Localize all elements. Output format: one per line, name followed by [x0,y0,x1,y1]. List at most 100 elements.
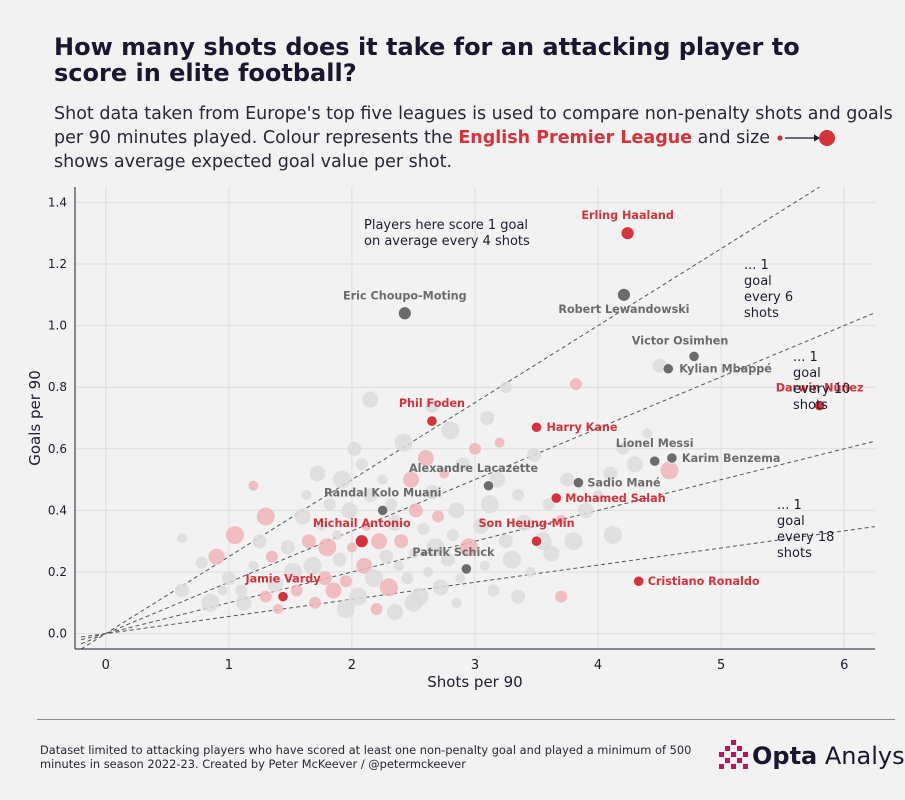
player-point [550,492,562,504]
background-point [439,468,450,479]
background-point [235,584,248,597]
background-point [248,480,259,491]
background-point [451,597,462,608]
reference-line [80,186,820,650]
background-point [201,593,220,612]
background-point [175,583,190,598]
background-point [432,579,449,596]
reference-line [81,526,876,638]
background-point [347,441,362,456]
background-point [362,391,379,408]
background-point [441,421,460,440]
annotation-every-4-shots: Players here score 1 goal on average ever… [364,218,530,249]
y-tick-label: 1.4 [48,195,67,209]
player-label: Sadio Mané [587,477,661,490]
background-point [394,433,413,452]
background-point [511,589,526,604]
logo-bold: Opta [752,742,818,770]
x-tick-label: 3 [471,658,479,673]
player-label: Harry Kane [547,421,618,434]
brand-logo-text: Opta Analyst [752,742,905,770]
player-label: Randal Kolo Muani [324,486,441,499]
background-point [401,572,414,585]
background-point [543,545,560,562]
background-point [301,534,316,549]
background-point [333,470,352,489]
background-point [512,489,525,501]
background-point [494,437,505,448]
background-point [424,398,439,413]
player-label: Darwin Núñez [776,382,864,395]
x-tick-label: 6 [840,658,848,673]
background-point [177,533,188,544]
player-point [460,563,472,575]
background-point [317,571,332,586]
y-tick-label: 0.6 [48,442,67,456]
player-point [814,400,826,412]
background-point [479,560,490,571]
player-point [649,455,661,467]
background-point [356,557,373,574]
background-point [355,458,368,471]
player-label: Karim Benzema [682,452,781,465]
background-point [385,498,398,511]
player-label: Phil Foden [399,397,465,410]
subtitle-text-2: and size [692,128,776,148]
player-point [277,591,289,603]
background-point [221,571,236,586]
reference-line [80,312,876,645]
background-point [473,517,490,534]
background-point [259,590,272,603]
background-point [525,567,536,577]
background-point [455,573,466,584]
subtitle-text-1: Shot data taken from Europe's top five l… [54,104,893,148]
background-point [564,532,583,551]
background-point [603,526,622,545]
player-label: Kylian Mbappé [679,363,772,376]
background-point [432,510,445,523]
background-point [408,503,423,518]
background-point [387,514,403,531]
background-point [393,560,404,571]
background-point [235,594,252,611]
background-point [226,526,244,545]
annotation-every-18-shots: ... 1 goal every 18 shots [777,498,834,561]
player-label: Son Heung-Min [478,517,574,530]
background-point [487,584,500,597]
background-point [363,488,378,502]
player-label: Robert Lewandowski [558,303,689,316]
player-label: Victor Osimhen [632,334,729,347]
x-tick-label: 0 [102,658,110,673]
background-point [593,490,604,500]
background-point [408,548,419,559]
background-point [346,542,357,553]
player-label: Patrik Schick [412,546,495,559]
background-point [403,471,419,488]
player-point [530,421,543,433]
background-point [577,502,594,519]
background-point [370,602,383,615]
player-label: Alexandre Lacazette [409,462,538,475]
background-point [379,549,394,564]
background-point [527,447,542,462]
annotation-every-6-shots: ... 1 goal every 6 shots [744,258,793,321]
size-legend-icon [776,129,836,147]
background-point [323,498,336,511]
background-point [616,442,629,455]
background-point [516,514,533,531]
y-tick-label: 0.2 [48,565,67,579]
x-tick-label: 4 [594,658,602,673]
background-point [267,576,284,593]
background-point [341,502,358,519]
annotations: Players here score 1 goal on average ever… [364,218,850,561]
background-point [560,472,575,487]
background-point [301,490,312,500]
background-point [569,378,582,391]
background-point [303,556,322,575]
player-point [662,363,674,375]
player-point [620,226,635,241]
background-point [480,411,495,425]
background-point [660,461,679,480]
background-point [555,590,568,603]
player-point [377,504,389,516]
